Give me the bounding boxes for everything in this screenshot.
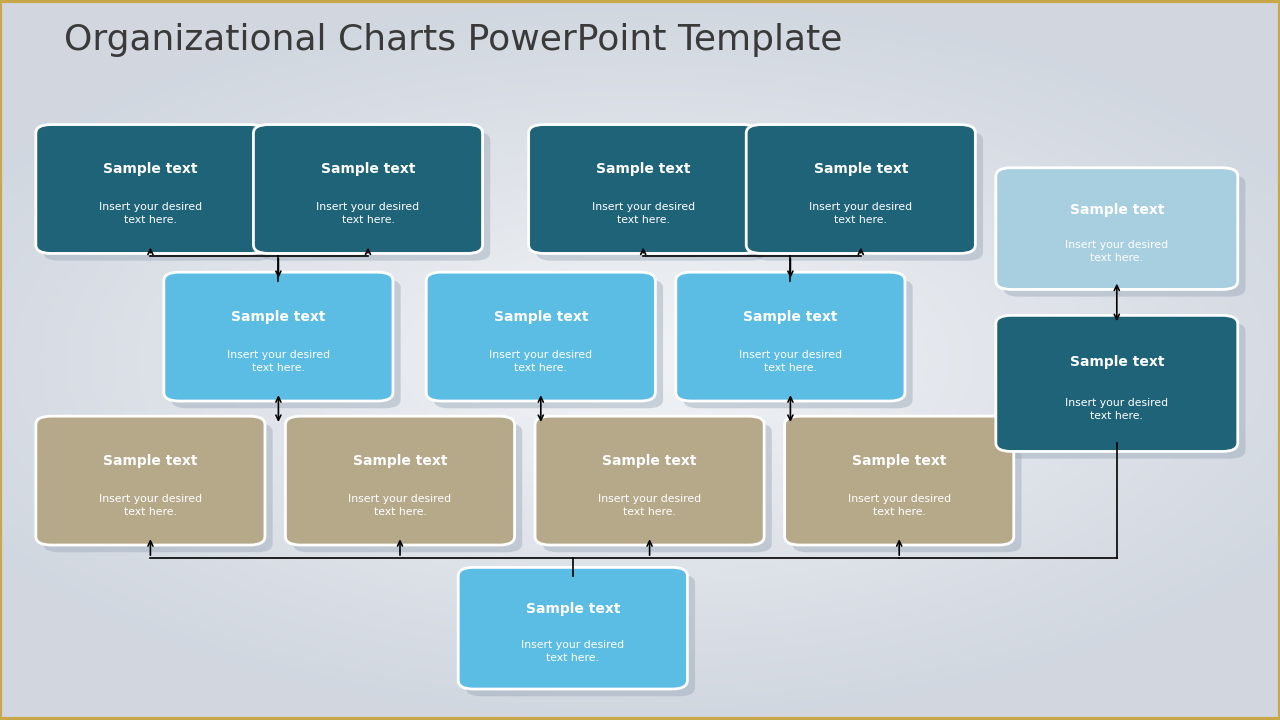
FancyBboxPatch shape <box>36 416 265 545</box>
Text: Insert your desired
text here.: Insert your desired text here. <box>316 202 420 225</box>
FancyBboxPatch shape <box>458 567 687 689</box>
Text: Sample text: Sample text <box>232 310 325 323</box>
FancyBboxPatch shape <box>261 132 490 261</box>
FancyBboxPatch shape <box>996 315 1238 451</box>
Text: Insert your desired
text here.: Insert your desired text here. <box>809 202 913 225</box>
Text: Sample text: Sample text <box>814 162 908 176</box>
Text: Sample text: Sample text <box>744 310 837 323</box>
Text: Sample text: Sample text <box>1070 203 1164 217</box>
Text: Insert your desired
text here.: Insert your desired text here. <box>598 494 701 516</box>
FancyBboxPatch shape <box>684 279 913 408</box>
Text: Insert your desired
text here.: Insert your desired text here. <box>591 202 695 225</box>
FancyBboxPatch shape <box>746 125 975 253</box>
Text: Sample text: Sample text <box>353 454 447 467</box>
Text: Insert your desired
text here.: Insert your desired text here. <box>521 640 625 662</box>
FancyBboxPatch shape <box>172 279 401 408</box>
FancyBboxPatch shape <box>536 132 765 261</box>
FancyBboxPatch shape <box>676 272 905 401</box>
Text: Insert your desired
text here.: Insert your desired text here. <box>348 494 452 516</box>
FancyBboxPatch shape <box>535 416 764 545</box>
FancyBboxPatch shape <box>785 416 1014 545</box>
Text: Sample text: Sample text <box>852 454 946 467</box>
Text: Sample text: Sample text <box>104 162 197 176</box>
FancyBboxPatch shape <box>996 168 1238 289</box>
Text: Insert your desired
text here.: Insert your desired text here. <box>739 350 842 372</box>
Text: Sample text: Sample text <box>104 454 197 467</box>
FancyBboxPatch shape <box>293 423 522 552</box>
FancyBboxPatch shape <box>754 132 983 261</box>
Text: Insert your desired
text here.: Insert your desired text here. <box>1065 240 1169 263</box>
FancyBboxPatch shape <box>44 423 273 552</box>
Text: Insert your desired
text here.: Insert your desired text here. <box>99 202 202 225</box>
Text: Insert your desired
text here.: Insert your desired text here. <box>847 494 951 516</box>
Text: Insert your desired
text here.: Insert your desired text here. <box>489 350 593 372</box>
FancyBboxPatch shape <box>543 423 772 552</box>
Text: Sample text: Sample text <box>494 310 588 323</box>
Text: Sample text: Sample text <box>1070 355 1164 369</box>
FancyBboxPatch shape <box>466 575 695 696</box>
Text: Insert your desired
text here.: Insert your desired text here. <box>1065 398 1169 421</box>
Text: Sample text: Sample text <box>321 162 415 176</box>
FancyBboxPatch shape <box>44 132 273 261</box>
Text: Sample text: Sample text <box>526 603 620 616</box>
Text: Insert your desired
text here.: Insert your desired text here. <box>227 350 330 372</box>
FancyBboxPatch shape <box>434 279 663 408</box>
FancyBboxPatch shape <box>253 125 483 253</box>
FancyBboxPatch shape <box>1004 323 1245 459</box>
Text: Insert your desired
text here.: Insert your desired text here. <box>99 494 202 516</box>
Text: Sample text: Sample text <box>596 162 690 176</box>
FancyBboxPatch shape <box>1004 175 1245 297</box>
FancyBboxPatch shape <box>36 125 265 253</box>
FancyBboxPatch shape <box>164 272 393 401</box>
FancyBboxPatch shape <box>792 423 1021 552</box>
Text: Organizational Charts PowerPoint Template: Organizational Charts PowerPoint Templat… <box>64 22 842 57</box>
Text: Sample text: Sample text <box>603 454 696 467</box>
FancyBboxPatch shape <box>426 272 655 401</box>
FancyBboxPatch shape <box>285 416 515 545</box>
FancyBboxPatch shape <box>529 125 758 253</box>
